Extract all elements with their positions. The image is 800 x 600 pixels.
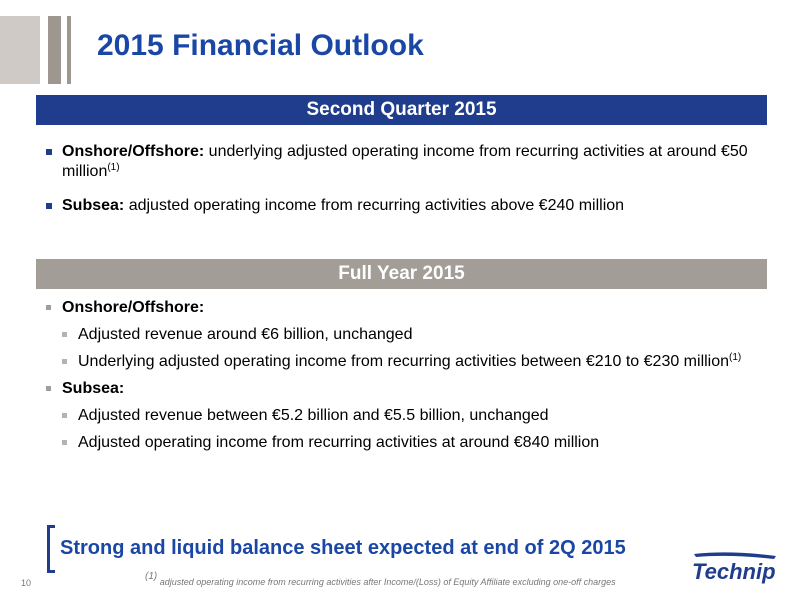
callout-text: Strong and liquid balance sheet expected… (60, 537, 626, 559)
q2-list: Onshore/Offshore: underlying adjusted op… (46, 142, 760, 216)
list-item: Subsea: adjusted operating income from r… (46, 196, 760, 216)
footnote: (1) adjusted operating income from recur… (145, 572, 616, 588)
footnote-text: adjusted operating income from recurring… (157, 577, 616, 587)
bracket-decoration (47, 525, 55, 573)
item-text: underlying adjusted operating income fro… (62, 143, 748, 180)
item-label: Onshore/Offshore: (62, 143, 205, 160)
item-text: adjusted operating income from recurring… (124, 197, 625, 214)
bullet-icon (46, 149, 52, 155)
bullet-icon (46, 386, 51, 391)
footnote-marker: (1) (107, 162, 120, 173)
bullet-icon (62, 359, 67, 364)
decorative-bar (0, 16, 40, 84)
bullet-icon (46, 305, 51, 310)
list-item: Adjusted revenue between €5.2 billion an… (62, 406, 760, 426)
list-item: Onshore/Offshore: underlying adjusted op… (46, 142, 760, 182)
list-item: Adjusted operating income from recurring… (62, 433, 760, 453)
bullet-icon (62, 332, 67, 337)
item-label: Subsea: (62, 380, 125, 397)
item-text: Adjusted revenue around €6 billion, unch… (78, 326, 413, 343)
footnote-marker: (1) (729, 352, 742, 363)
item-text: Adjusted revenue between €5.2 billion an… (78, 407, 549, 424)
list-item: Adjusted revenue around €6 billion, unch… (62, 325, 760, 345)
item-text: Underlying adjusted operating income fro… (78, 353, 730, 370)
item-text: Adjusted operating income from recurring… (78, 434, 600, 451)
page-title: 2015 Financial Outlook (97, 29, 424, 62)
page-number: 10 (21, 578, 32, 588)
technip-logo: Technip (692, 552, 776, 584)
decorative-bar (67, 16, 71, 84)
item-label: Subsea: (62, 197, 125, 214)
list-item: Underlying adjusted operating income fro… (62, 352, 760, 372)
section-heading-fy: Full Year 2015 (36, 259, 767, 289)
list-item: Onshore/Offshore: (46, 298, 760, 318)
fy-list: Onshore/Offshore: Adjusted revenue aroun… (46, 298, 760, 460)
bullet-icon (62, 413, 67, 418)
footnote-marker: (1) (145, 571, 158, 582)
logo-swoosh (694, 552, 776, 559)
bullet-icon (62, 440, 67, 445)
bullet-icon (46, 203, 52, 209)
section-heading-q2: Second Quarter 2015 (36, 95, 767, 125)
decorative-bar (48, 16, 61, 84)
item-label: Onshore/Offshore: (62, 299, 205, 316)
list-item: Subsea: (46, 379, 760, 399)
logo-text: Technip (692, 559, 776, 584)
